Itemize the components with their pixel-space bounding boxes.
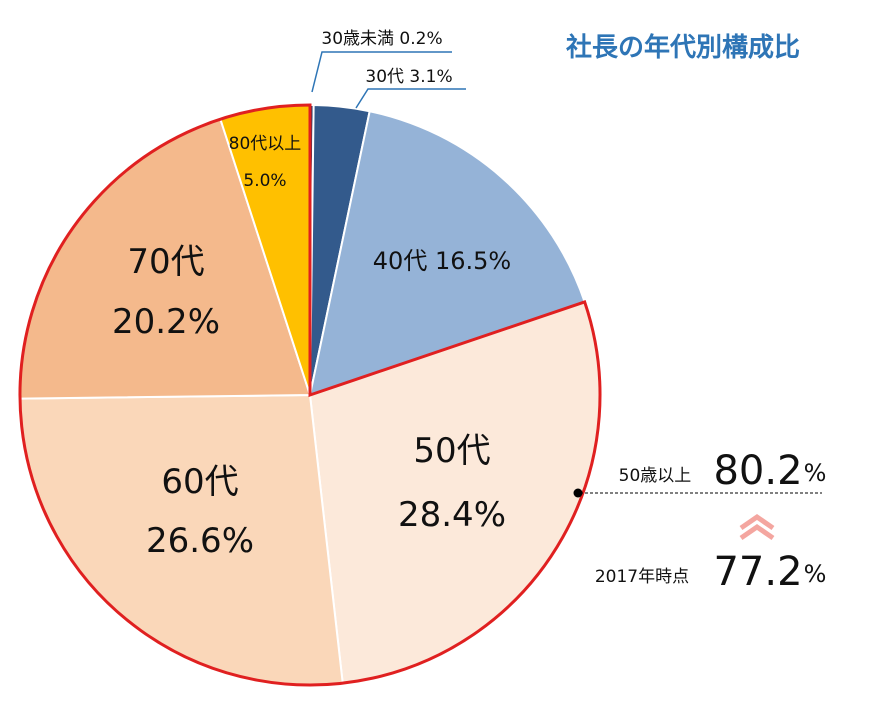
s60-value-label: 26.6% [146,521,254,561]
current-label: 50歳以上 [619,466,692,486]
s80-value-label: 5.0% [243,171,286,191]
s40-label: 40代 16.5% [373,247,511,275]
increase-chevron-icon [739,513,775,541]
s60-name-label: 60代 [161,462,238,502]
past-unit: % [804,560,827,588]
s70-value-label: 20.2% [112,302,220,342]
chart-title: 社長の年代別構成比 [566,32,800,63]
under30-callout-line [311,51,452,93]
s30-label: 30代 3.1% [365,67,452,87]
s30-callout-line [355,88,466,109]
s50-name-label: 50代 [413,431,490,471]
s50-value-label: 28.4% [398,495,506,535]
current-unit: % [804,459,827,487]
past-label: 2017年時点 [595,567,689,587]
under30-label: 30歳未満 0.2% [321,29,442,49]
s70-name-label: 70代 [127,242,204,282]
past-value: 77.2 [713,549,802,595]
callout-dot [573,488,583,498]
s80-name-label: 80代以上 [229,134,302,154]
fifty-plus-highlight-outline [18,103,602,687]
current-value: 80.2 [713,448,802,494]
